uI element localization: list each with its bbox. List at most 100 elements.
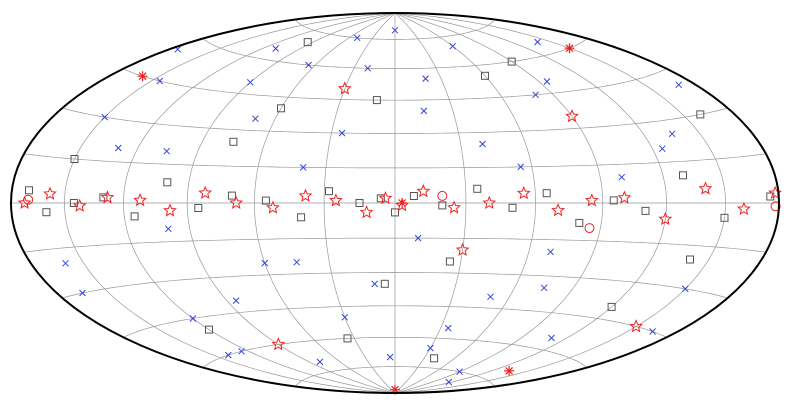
square-marker [438,201,447,210]
circle-marker [584,223,595,234]
square-marker [303,38,312,47]
cross-marker [305,61,312,69]
star-marker [698,181,713,195]
cross-marker [548,334,555,342]
cross-marker [299,164,307,171]
star-marker [658,211,673,226]
cross-marker [456,368,463,376]
cross-marker [675,81,683,89]
cross-marker [479,140,486,148]
star-marker [43,186,57,200]
cross-marker [101,113,109,121]
square-marker [380,279,389,288]
cross-marker [62,259,69,267]
star-marker [516,186,531,200]
cross-marker [371,280,379,288]
square-marker [229,137,238,146]
square-marker [391,208,399,217]
square-marker [686,255,694,264]
star-marker [198,185,213,199]
square-marker [194,204,203,212]
cross-marker [649,328,656,335]
cross-marker [414,234,422,242]
cross-marker [353,34,361,42]
star-marker [455,242,470,256]
cross-marker [391,26,399,34]
square-marker [720,213,729,222]
star-marker [736,201,751,216]
square-marker [609,196,618,205]
square-marker [607,302,616,311]
sky-boundary [10,12,780,394]
cross-marker [547,248,554,256]
cross-marker [341,313,349,321]
grid-line [295,366,495,387]
star-marker [551,203,566,217]
square-marker [130,212,139,221]
asterisk-marker [390,384,400,395]
cross-marker [422,75,429,82]
cross-marker [427,344,434,352]
cross-marker [517,163,525,171]
cross-marker [540,284,548,292]
square-marker [205,325,213,334]
cross-marker [189,315,197,322]
star-marker [133,193,148,207]
cross-marker [79,289,86,297]
square-marker [679,171,687,180]
cross-marker [445,378,453,386]
star-marker [265,200,280,214]
square-marker [641,206,650,215]
grid-line [202,337,588,368]
cross-marker [232,297,240,304]
square-marker [227,191,236,200]
square-marker [69,199,78,207]
cross-marker [449,42,457,50]
square-marker [508,203,517,212]
cross-marker [532,91,539,99]
grid-line [123,68,667,101]
square-marker [261,196,270,205]
cross-marker [543,78,551,85]
square-marker [325,187,333,196]
cross-marker [487,293,494,301]
cross-marker [420,107,428,115]
grid-line [295,19,495,40]
cross-marker [272,45,280,52]
square-marker [70,155,79,163]
circle-marker [437,190,448,201]
star-marker [337,81,352,95]
square-marker [481,71,489,80]
cross-marker [163,147,171,155]
cross-marker [252,115,259,123]
cross-marker [444,324,452,332]
square-marker [99,193,108,202]
cross-marker [658,145,666,153]
grid-line [62,107,728,134]
star-marker [72,198,87,212]
circle-marker [23,194,34,205]
star-marker [298,188,313,202]
square-marker [575,218,584,227]
asterisk-marker [137,71,148,82]
cross-marker [668,130,676,138]
grid-line [202,38,588,69]
circle-marker [770,201,781,212]
cross-marker [164,225,172,233]
cross-marker [293,258,301,266]
cross-marker [364,64,372,72]
square-marker [25,186,33,195]
star-marker [447,200,462,214]
square-marker [430,354,439,363]
cross-marker [316,358,324,366]
cross-marker [246,78,254,86]
cross-marker [386,353,394,361]
grid-line [24,153,766,169]
star-marker [617,190,632,204]
grid-line [62,272,728,299]
cross-marker [114,144,122,152]
cross-marker [156,77,164,85]
square-marker [696,110,705,119]
square-marker [277,104,285,113]
